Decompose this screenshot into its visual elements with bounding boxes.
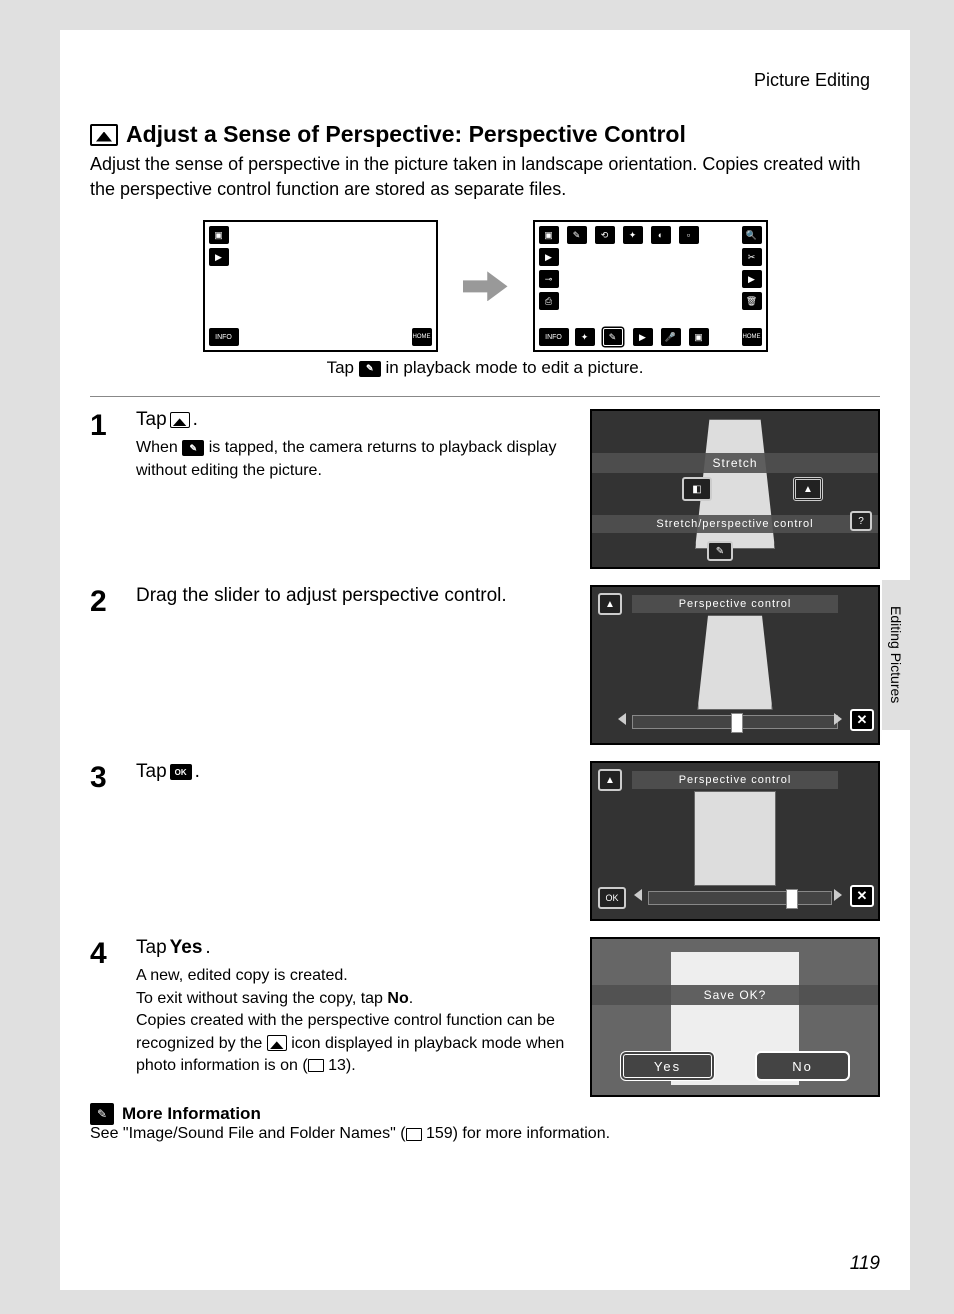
camera-icon: ▣	[209, 226, 229, 244]
step-body: Drag the slider to adjust perspective co…	[136, 585, 572, 745]
more-info-title: More Information	[122, 1104, 261, 1124]
slider-left-icon[interactable]	[618, 713, 626, 725]
camera-icon: ▣	[539, 226, 559, 244]
print-icon: ⎙	[539, 292, 559, 310]
copy-icon: ▣	[689, 328, 709, 346]
playback-icon: ▶	[539, 248, 559, 266]
info-icon: INFO	[539, 328, 569, 346]
ok-button[interactable]: OK	[598, 887, 626, 909]
book-icon	[308, 1059, 324, 1072]
voice-icon: 🎤	[661, 328, 681, 346]
slider-right-icon[interactable]	[834, 889, 842, 901]
close-button[interactable]: ✕	[850, 885, 874, 907]
step-2: 2 Drag the slider to adjust perspective …	[90, 585, 880, 745]
section-header: Picture Editing	[90, 70, 880, 91]
title-row: Adjust a Sense of Perspective: Perspecti…	[90, 121, 880, 148]
lcd-after: ▣ ✎ ⟲ ✦ ◐ ▫ 🔍 ▶ ⊸ ⎙ ✂ ▶ 🗑 INFO ✦ ✎ ▶ 🎤 ▣…	[533, 220, 768, 352]
dlight-icon: ✦	[623, 226, 643, 244]
arrow-icon	[463, 271, 508, 301]
info-icon: INFO	[209, 328, 239, 346]
step-screenshot: Stretch ◧ ▲ Stretch/perspective control …	[590, 409, 880, 569]
help-button[interactable]: ?	[850, 511, 872, 531]
step-title: Tap Yes.	[136, 937, 572, 959]
stretch-button[interactable]: ◧	[682, 477, 712, 501]
perspective-icon	[90, 124, 118, 146]
info-badge-icon: ✎	[90, 1103, 114, 1125]
step-screenshot: Save OK? Yes No	[590, 937, 880, 1097]
edit-icon: ✎	[182, 440, 204, 456]
filter-icon: ◐	[651, 226, 671, 244]
step-3: 3 Tap OK. ▲ Perspective control OK ✕	[90, 761, 880, 921]
step-number: 3	[90, 761, 118, 921]
playback-icon: ▶	[209, 248, 229, 266]
band-label: Stretch/perspective control	[592, 515, 878, 533]
more-info-heading: ✎ More Information	[90, 1103, 880, 1125]
perspective-slider[interactable]	[632, 715, 838, 729]
building-illustration	[698, 615, 773, 710]
home-icon: HOME	[412, 328, 432, 346]
small-icon: ▫	[679, 226, 699, 244]
building-illustration	[694, 791, 776, 886]
perspective-icon	[267, 1035, 287, 1051]
step-title: Tap OK.	[136, 761, 572, 783]
side-tab: Editing Pictures	[882, 580, 910, 730]
step-screenshot: ▲ Perspective control OK ✕	[590, 761, 880, 921]
step-number: 4	[90, 937, 118, 1097]
yes-button[interactable]: Yes	[620, 1051, 715, 1081]
manual-page: Picture Editing Adjust a Sense of Perspe…	[60, 30, 910, 1290]
step-4: 4 Tap Yes. A new, edited copy is created…	[90, 937, 880, 1097]
step-text: A new, edited copy is created. To exit w…	[136, 965, 572, 1077]
home-icon: HOME	[742, 328, 762, 346]
divider	[90, 396, 880, 397]
diagram-row: ▣ ▶ INFO HOME ▣ ✎ ⟲ ✦ ◐ ▫ 🔍 ▶ ⊸ ⎙ ✂ ▶ 🗑 …	[90, 220, 880, 352]
step-body: Tap Yes. A new, edited copy is created. …	[136, 937, 572, 1097]
perspective-icon: ▲	[598, 769, 622, 791]
band-label: Perspective control	[632, 771, 838, 789]
slider-right-icon[interactable]	[834, 713, 842, 725]
book-icon	[406, 1128, 422, 1141]
perspective-button[interactable]: ▲	[793, 477, 823, 501]
page-title: Adjust a Sense of Perspective: Perspecti…	[126, 121, 686, 148]
more-info-text: See "Image/Sound File and Folder Names" …	[90, 1125, 880, 1143]
retouch-icon: ✦	[575, 328, 595, 346]
step-title: Drag the slider to adjust perspective co…	[136, 585, 572, 607]
zoom-icon: 🔍	[742, 226, 762, 244]
slide-icon: ▶	[742, 270, 762, 288]
edit-icon: ✎	[603, 328, 623, 346]
ok-icon: OK	[170, 764, 192, 780]
play-icon: ▶	[633, 328, 653, 346]
band-label: Stretch	[592, 453, 878, 473]
step-number: 2	[90, 585, 118, 745]
back-button[interactable]: ✎	[707, 541, 733, 561]
close-button[interactable]: ✕	[850, 709, 874, 731]
lcd-before: ▣ ▶ INFO HOME	[203, 220, 438, 352]
band-label: Perspective control	[632, 595, 838, 613]
delete-icon: 🗑	[742, 292, 762, 310]
step-title: Tap .	[136, 409, 572, 431]
step-text: When ✎ is tapped, the camera returns to …	[136, 437, 572, 482]
step-body: Tap OK.	[136, 761, 572, 921]
perspective-icon: ▲	[598, 593, 622, 615]
step-body: Tap . When ✎ is tapped, the camera retur…	[136, 409, 572, 569]
step-screenshot: ▲ Perspective control ✕	[590, 585, 880, 745]
protect-icon: ⊸	[539, 270, 559, 288]
intro-text: Adjust the sense of perspective in the p…	[90, 152, 880, 202]
band-label: Save OK?	[592, 985, 878, 1005]
rotate-icon: ⟲	[595, 226, 615, 244]
edit-icon: ✎	[359, 361, 381, 377]
page-number: 119	[850, 1253, 880, 1275]
step-1: 1 Tap . When ✎ is tapped, the camera ret…	[90, 409, 880, 569]
perspective-icon	[170, 412, 190, 428]
slider-left-icon[interactable]	[634, 889, 642, 901]
diagram-caption: Tap ✎ in playback mode to edit a picture…	[90, 358, 880, 378]
paint-icon: ✎	[567, 226, 587, 244]
no-button[interactable]: No	[755, 1051, 850, 1081]
step-number: 1	[90, 409, 118, 569]
crop-icon: ✂	[742, 248, 762, 266]
perspective-slider[interactable]	[648, 891, 832, 905]
